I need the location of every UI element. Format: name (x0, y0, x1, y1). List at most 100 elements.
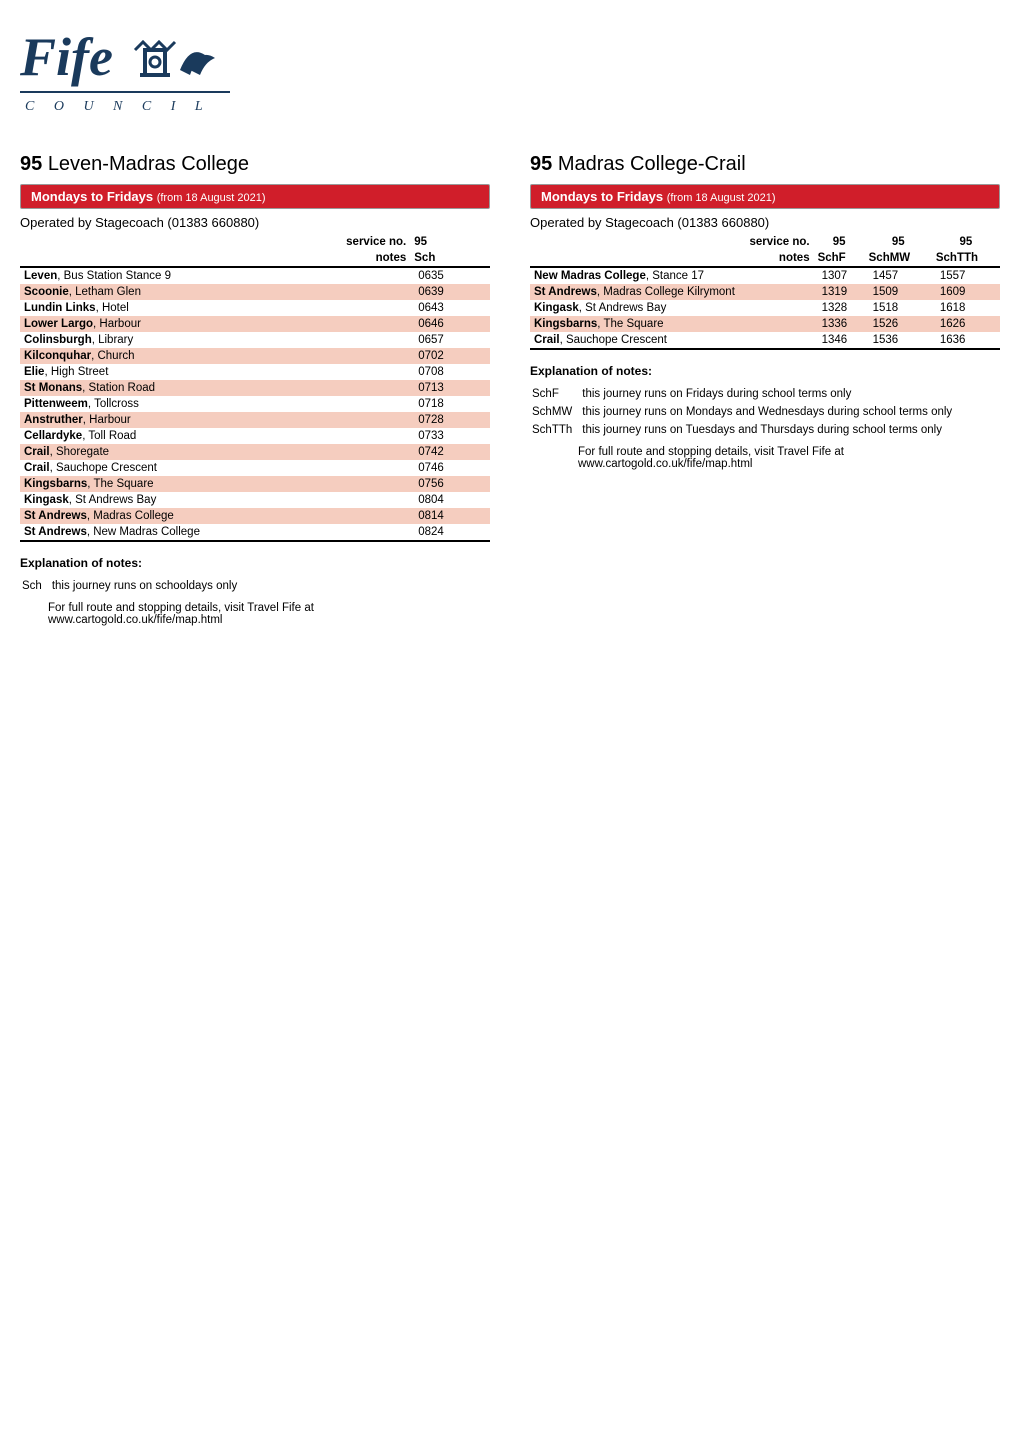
time-cell: 0746 (410, 460, 490, 476)
note-code: Sch (22, 578, 50, 594)
stop-name: Scoonie, Letham Glen (20, 284, 410, 300)
stop-name: Leven, Bus Station Stance 9 (20, 267, 410, 284)
route-number: 95 (530, 153, 552, 175)
right-timetable-section: 95 Madras College-Crail Mondays to Frida… (530, 153, 1000, 626)
time-cell: 0728 (410, 412, 490, 428)
time-cell: 1518 (865, 300, 932, 316)
route-title-right: 95 Madras College-Crail (530, 153, 1000, 176)
table-row: Lundin Links, Hotel0643 (20, 300, 490, 316)
notes-title-right: Explanation of notes: (530, 364, 1000, 378)
service-col-header: 95 (410, 234, 490, 250)
table-row: Crail, Sauchope Crescent134615361636 (530, 332, 1000, 349)
notes-col-header: Sch (410, 250, 490, 267)
stop-name: St Andrews, New Madras College (20, 524, 410, 541)
table-row: Kilconquhar, Church0702 (20, 348, 490, 364)
service-col-header: 95 (814, 234, 865, 250)
notes-label: notes (530, 250, 814, 267)
table-row: Kingask, St Andrews Bay0804 (20, 492, 490, 508)
stop-name: St Monans, Station Road (20, 380, 410, 396)
stop-name: Kingsbarns, The Square (530, 316, 814, 332)
time-cell: 0646 (410, 316, 490, 332)
operator-left: Operated by Stagecoach (01383 660880) (20, 215, 490, 230)
service-col-header: 95 (865, 234, 932, 250)
time-cell: 0708 (410, 364, 490, 380)
time-cell: 0639 (410, 284, 490, 300)
notes-label: notes (20, 250, 410, 267)
days-banner-right: Mondays to Fridays (from 18 August 2021) (530, 184, 1000, 209)
stop-name: Crail, Shoregate (20, 444, 410, 460)
note-row: SchFthis journey runs on Fridays during … (532, 386, 956, 402)
left-timetable-section: 95 Leven-Madras College Mondays to Frida… (20, 153, 490, 626)
stop-name: Elie, High Street (20, 364, 410, 380)
time-cell: 1536 (865, 332, 932, 349)
table-row: St Andrews, Madras College Kilrymont1319… (530, 284, 1000, 300)
note-text: this journey runs on Mondays and Wednesd… (582, 404, 956, 420)
time-cell: 0643 (410, 300, 490, 316)
days-text: Mondays to Fridays (541, 189, 663, 204)
service-no-label: service no. (530, 234, 814, 250)
note-code: SchTTh (532, 422, 580, 438)
time-cell: 0657 (410, 332, 490, 348)
time-cell: 0824 (410, 524, 490, 541)
table-row: St Andrews, Madras College0814 (20, 508, 490, 524)
note-row: SchTThthis journey runs on Tuesdays and … (532, 422, 956, 438)
time-cell: 1526 (865, 316, 932, 332)
notes-col-header: SchF (814, 250, 865, 267)
time-cell: 0733 (410, 428, 490, 444)
stop-name: Anstruther, Harbour (20, 412, 410, 428)
time-cell: 0742 (410, 444, 490, 460)
stop-name: Cellardyke, Toll Road (20, 428, 410, 444)
footer-note-left: For full route and stopping details, vis… (20, 602, 490, 626)
days-text: Mondays to Fridays (31, 189, 153, 204)
table-row: Kingsbarns, The Square133615261626 (530, 316, 1000, 332)
timetable-right: service no. 95 95 95 notes SchF SchMW Sc… (530, 234, 1000, 350)
table-row: Crail, Shoregate0742 (20, 444, 490, 460)
time-cell: 1509 (865, 284, 932, 300)
time-cell: 1609 (932, 284, 1000, 300)
notes-col-header: SchTTh (932, 250, 1000, 267)
table-row: Crail, Sauchope Crescent0746 (20, 460, 490, 476)
stop-name: Crail, Sauchope Crescent (530, 332, 814, 349)
stop-name: Kilconquhar, Church (20, 348, 410, 364)
notes-list-left: Schthis journey runs on schooldays only (20, 576, 243, 596)
route-title-left: 95 Leven-Madras College (20, 153, 490, 176)
svg-text:C O U N C I L: C O U N C I L (25, 99, 211, 114)
note-row: SchMWthis journey runs on Mondays and We… (532, 404, 956, 420)
table-row: New Madras College, Stance 1713071457155… (530, 267, 1000, 284)
time-cell: 1336 (814, 316, 865, 332)
notes-title-left: Explanation of notes: (20, 556, 490, 570)
time-cell: 0804 (410, 492, 490, 508)
fife-council-logo-icon: Fife C O U N C I L (20, 20, 240, 120)
table-row: Scoonie, Letham Glen0639 (20, 284, 490, 300)
service-no-label: service no. (20, 234, 410, 250)
service-col-header: 95 (932, 234, 1000, 250)
time-cell: 0702 (410, 348, 490, 364)
note-text: this journey runs on schooldays only (52, 578, 241, 594)
notes-col-header: SchMW (865, 250, 932, 267)
route-name: Leven-Madras College (48, 153, 249, 175)
time-cell: 1346 (814, 332, 865, 349)
table-row: St Andrews, New Madras College0824 (20, 524, 490, 541)
stop-name: Crail, Sauchope Crescent (20, 460, 410, 476)
table-row: Pittenweem, Tollcross0718 (20, 396, 490, 412)
table-row: Colinsburgh, Library0657 (20, 332, 490, 348)
time-cell: 0756 (410, 476, 490, 492)
stop-name: Kingask, St Andrews Bay (20, 492, 410, 508)
note-text: this journey runs on Tuesdays and Thursd… (582, 422, 956, 438)
table-row: Leven, Bus Station Stance 90635 (20, 267, 490, 284)
table-row: Anstruther, Harbour0728 (20, 412, 490, 428)
stop-name: St Andrews, Madras College Kilrymont (530, 284, 814, 300)
timetable-left: service no. 95 notes Sch Leven, Bus Stat… (20, 234, 490, 542)
route-name: Madras College-Crail (558, 153, 746, 175)
footer-note-right: For full route and stopping details, vis… (530, 446, 1000, 470)
table-row: Elie, High Street0708 (20, 364, 490, 380)
svg-text:Fife: Fife (20, 27, 113, 87)
table-row: Lower Largo, Harbour0646 (20, 316, 490, 332)
logo: Fife C O U N C I L (20, 20, 1000, 123)
table-row: Kingsbarns, The Square0756 (20, 476, 490, 492)
time-cell: 1319 (814, 284, 865, 300)
time-cell: 0814 (410, 508, 490, 524)
stop-name: Colinsburgh, Library (20, 332, 410, 348)
days-banner-left: Mondays to Fridays (from 18 August 2021) (20, 184, 490, 209)
days-date: (from 18 August 2021) (157, 192, 266, 204)
